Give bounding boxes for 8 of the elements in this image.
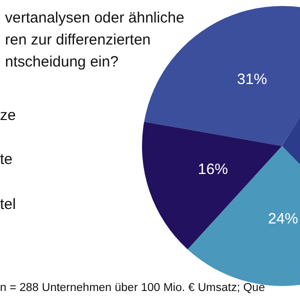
text: vertanalysen oder ähnliche ren zur differenzierten ntscheidung ein? <box>5 10 184 70</box>
text: tel <box>0 196 16 213</box>
text: ze <box>0 107 16 124</box>
data-label: 31% <box>237 70 268 88</box>
data-label: 16% <box>198 161 228 178</box>
data-label: 24% <box>268 210 298 228</box>
text: te <box>0 151 13 168</box>
text: n = 288 Unternehmen über 100 Mio. € Umsatz; Que <box>0 282 265 294</box>
